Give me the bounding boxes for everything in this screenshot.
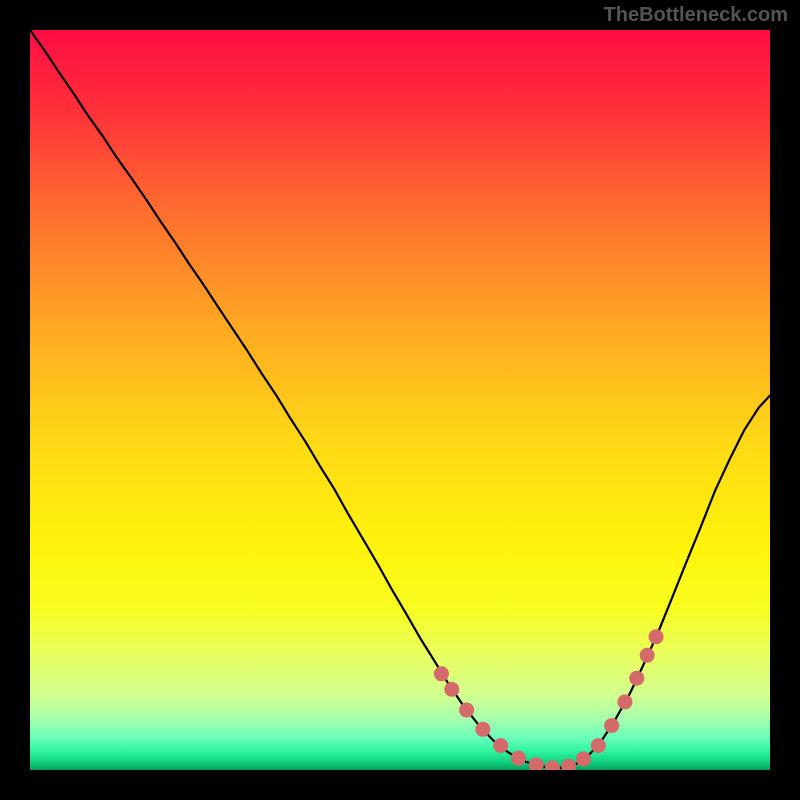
data-marker: [434, 666, 449, 681]
chart-stage: TheBottleneck.com: [0, 0, 800, 800]
plot-svg: [30, 30, 770, 770]
plot-background: [30, 30, 770, 770]
data-marker: [617, 694, 632, 709]
data-marker: [511, 751, 526, 766]
data-marker: [629, 671, 644, 686]
data-marker: [649, 629, 664, 644]
data-marker: [475, 722, 490, 737]
plot-area: [30, 30, 770, 770]
data-marker: [444, 682, 459, 697]
watermark-text: TheBottleneck.com: [604, 4, 788, 27]
data-marker: [459, 703, 474, 718]
data-marker: [493, 738, 508, 753]
data-marker: [591, 738, 606, 753]
data-marker: [640, 648, 655, 663]
data-marker: [604, 718, 619, 733]
data-marker: [576, 751, 591, 766]
